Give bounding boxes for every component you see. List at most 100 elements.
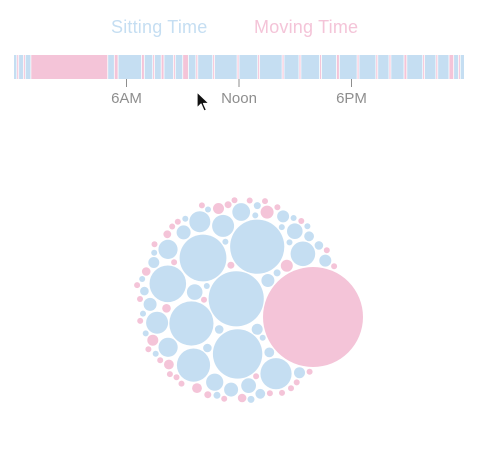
bubble-sitting[interactable] bbox=[146, 311, 169, 334]
bubble-sitting[interactable] bbox=[278, 224, 285, 231]
bubble-sitting[interactable] bbox=[273, 269, 281, 277]
timeline-segment-sitting[interactable] bbox=[175, 55, 183, 79]
bubble-moving[interactable] bbox=[224, 201, 232, 209]
bubble-moving[interactable] bbox=[145, 346, 152, 353]
bubble-sitting[interactable] bbox=[151, 249, 158, 256]
bubble-sitting[interactable] bbox=[203, 283, 210, 289]
bubble-moving[interactable] bbox=[173, 374, 180, 381]
timeline-segment-moving[interactable] bbox=[152, 55, 155, 79]
timeline-segment-moving[interactable] bbox=[449, 55, 454, 79]
bubble-moving[interactable] bbox=[331, 263, 338, 270]
timeline-segment-sitting[interactable] bbox=[460, 55, 464, 79]
legend-moving-time[interactable]: Moving Time bbox=[254, 17, 359, 37]
bubble-moving[interactable] bbox=[288, 385, 294, 392]
bubble-sitting[interactable] bbox=[255, 388, 266, 399]
timeline-segment-moving[interactable] bbox=[237, 55, 239, 79]
bubble-moving[interactable] bbox=[178, 380, 185, 387]
bubble-moving[interactable] bbox=[198, 202, 205, 209]
bubble-sitting[interactable] bbox=[294, 367, 305, 379]
timeline-segment-sitting[interactable] bbox=[164, 55, 174, 79]
timeline-segment-moving[interactable] bbox=[114, 55, 119, 79]
bubble-sitting[interactable] bbox=[142, 330, 149, 337]
bubble-sitting[interactable] bbox=[140, 286, 149, 296]
bubble-moving[interactable] bbox=[274, 204, 281, 211]
bubble-sitting[interactable] bbox=[205, 206, 211, 213]
bubble-moving[interactable] bbox=[137, 296, 143, 302]
timeline-segment-moving[interactable] bbox=[357, 55, 359, 79]
bubble-moving[interactable] bbox=[162, 304, 171, 313]
bubble-sitting[interactable] bbox=[179, 234, 227, 282]
bubble-sitting[interactable] bbox=[222, 238, 229, 245]
timeline-segment-sitting[interactable] bbox=[453, 55, 459, 79]
timeline-segment-sitting[interactable] bbox=[284, 55, 299, 79]
timeline-segment-moving[interactable] bbox=[257, 55, 260, 79]
timeline-segment-sitting[interactable] bbox=[107, 55, 115, 79]
bubble-sitting[interactable] bbox=[290, 241, 316, 267]
bubble-sitting[interactable] bbox=[253, 202, 261, 210]
bubble-moving[interactable] bbox=[323, 247, 330, 254]
timeline-segment-sitting[interactable] bbox=[239, 55, 258, 79]
timeline-segment-sitting[interactable] bbox=[25, 55, 31, 79]
bubble-sitting[interactable] bbox=[149, 265, 187, 303]
timeline-segment-moving[interactable] bbox=[375, 55, 378, 79]
timeline-segment-sitting[interactable] bbox=[14, 55, 17, 79]
bubble-moving[interactable] bbox=[204, 391, 212, 399]
timeline-segment-sitting[interactable] bbox=[18, 55, 24, 79]
bubble-moving[interactable] bbox=[227, 261, 235, 269]
timeline-segment-sitting[interactable] bbox=[359, 55, 376, 79]
timeline-segment-moving[interactable] bbox=[319, 55, 322, 79]
bubble-moving[interactable] bbox=[192, 383, 202, 393]
timeline-segment-moving[interactable] bbox=[161, 55, 164, 79]
bubble-sitting[interactable] bbox=[319, 254, 332, 267]
bubble-moving[interactable] bbox=[221, 395, 228, 402]
timeline-segment-sitting[interactable] bbox=[437, 55, 449, 79]
timeline-segment-moving[interactable] bbox=[299, 55, 301, 79]
bubble-sitting[interactable] bbox=[176, 225, 191, 240]
bubble-sitting[interactable] bbox=[252, 212, 259, 219]
bubble-sitting[interactable] bbox=[182, 215, 189, 222]
bubble-sitting[interactable] bbox=[158, 239, 178, 259]
bubble-sitting[interactable] bbox=[314, 241, 324, 250]
bubble-moving[interactable] bbox=[134, 282, 141, 289]
timeline-segment-sitting[interactable] bbox=[188, 55, 196, 79]
bubble-sitting[interactable] bbox=[259, 334, 266, 341]
timeline-segment-moving[interactable] bbox=[173, 55, 176, 79]
bubble-moving[interactable] bbox=[280, 259, 293, 272]
bubble-moving[interactable] bbox=[166, 371, 173, 378]
timeline-segment-moving[interactable] bbox=[336, 55, 340, 79]
timeline-segment-sitting[interactable] bbox=[300, 55, 320, 79]
timeline-segment-sitting[interactable] bbox=[259, 55, 283, 79]
bubble-moving[interactable] bbox=[293, 379, 300, 386]
bubble-sitting[interactable] bbox=[212, 214, 235, 237]
bubble-moving[interactable] bbox=[298, 218, 305, 224]
bubble-moving[interactable] bbox=[169, 223, 176, 230]
timeline-segment-moving[interactable] bbox=[195, 55, 198, 79]
bubble-sitting[interactable] bbox=[264, 347, 275, 358]
bubble-moving[interactable] bbox=[163, 230, 172, 239]
bubble-moving[interactable] bbox=[174, 218, 181, 225]
bubble-sitting[interactable] bbox=[176, 348, 211, 382]
bubble-moving[interactable] bbox=[263, 267, 363, 367]
bubble-sitting[interactable] bbox=[247, 395, 255, 403]
bubble-sitting[interactable] bbox=[152, 350, 159, 357]
bubble-moving[interactable] bbox=[266, 390, 273, 397]
timeline-segment-sitting[interactable] bbox=[154, 55, 162, 79]
bubble-moving[interactable] bbox=[201, 296, 207, 303]
timeline-segment-sitting[interactable] bbox=[321, 55, 337, 79]
timeline-segment-sitting[interactable] bbox=[144, 55, 153, 79]
bubble-sitting[interactable] bbox=[214, 325, 224, 334]
legend-sitting-time[interactable]: Sitting Time bbox=[111, 17, 208, 37]
bubble-sitting[interactable] bbox=[232, 203, 251, 221]
bubble-sitting[interactable] bbox=[290, 215, 297, 221]
bubble-moving[interactable] bbox=[147, 334, 159, 346]
timeline-segment-moving[interactable] bbox=[212, 55, 215, 79]
bubble-sitting[interactable] bbox=[261, 274, 275, 287]
bubble-sitting[interactable] bbox=[304, 223, 311, 230]
timeline-segment-moving[interactable] bbox=[389, 55, 391, 79]
bubble-moving[interactable] bbox=[231, 197, 238, 204]
bubble-sitting[interactable] bbox=[148, 257, 160, 268]
timeline-segment-sitting[interactable] bbox=[339, 55, 358, 79]
bubble-moving[interactable] bbox=[141, 267, 151, 276]
bubble-moving[interactable] bbox=[306, 368, 313, 375]
timeline-segment-sitting[interactable] bbox=[197, 55, 213, 79]
